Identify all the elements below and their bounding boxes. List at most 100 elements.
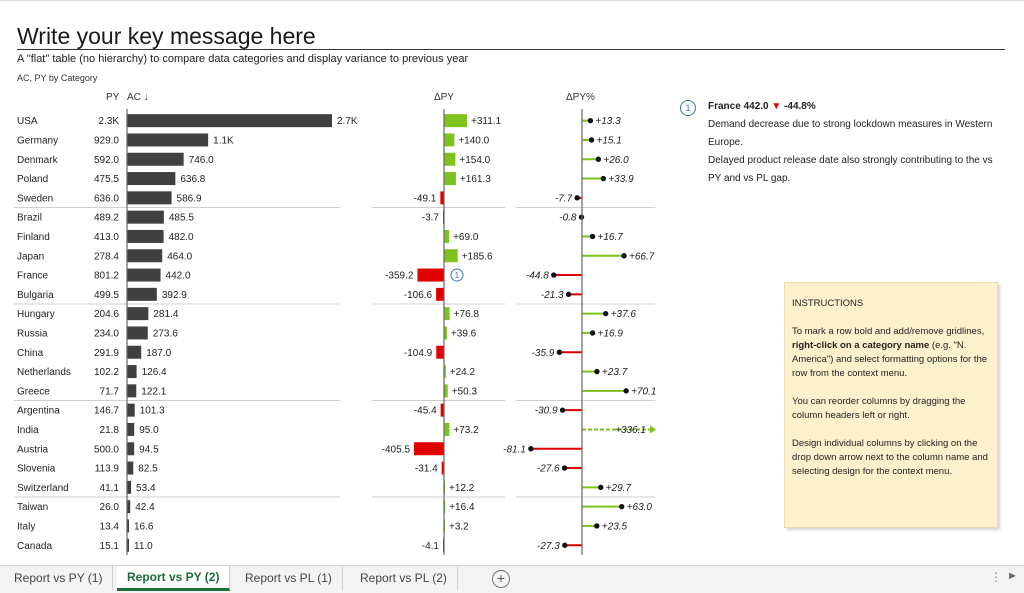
sheet-tab[interactable]: Report vs PL (2): [350, 566, 458, 590]
ac-value: 442.0: [166, 271, 191, 282]
category-label[interactable]: Sweden: [17, 193, 53, 204]
dpy-bar: [444, 500, 446, 514]
category-label[interactable]: Greece: [17, 386, 50, 397]
dpy-bar: [440, 403, 444, 417]
py-value: 278.4: [94, 251, 119, 262]
comment-box: 1 France 442.0 ▼ -44.8% Demand decrease …: [680, 98, 1000, 188]
ac-value: 485.5: [169, 213, 194, 224]
ac-bar: [127, 114, 332, 128]
dpy-bar: [444, 365, 446, 379]
ac-value: 16.6: [134, 521, 154, 532]
ac-value: 95.0: [139, 425, 159, 436]
dpy-bar: [444, 172, 456, 186]
dpypct-value: -44.8: [526, 271, 549, 282]
category-label[interactable]: Austria: [17, 444, 49, 455]
top-border: [0, 0, 1024, 1]
instructions-note: INSTRUCTIONS To mark a row bold and add/…: [784, 282, 998, 528]
ac-bar: [127, 287, 157, 301]
category-label[interactable]: Taiwan: [17, 502, 48, 513]
dpy-value: +50.3: [452, 386, 478, 397]
py-value: 500.0: [94, 444, 119, 455]
category-label[interactable]: Russia: [17, 328, 48, 339]
column-header-py[interactable]: PY: [106, 92, 120, 103]
py-value: 26.0: [100, 502, 120, 513]
sheet-tab-active[interactable]: Report vs PY (2): [117, 566, 231, 591]
dpypct-dot: [618, 503, 625, 510]
ac-value: 1.1K: [213, 135, 234, 146]
dpypct-value: -7.7: [555, 193, 573, 204]
dpy-bar: [444, 249, 458, 263]
py-value: 21.8: [100, 425, 120, 436]
comment-marker-icon: 1: [680, 100, 696, 116]
dpypct-value: +70.1: [631, 386, 656, 397]
category-label[interactable]: China: [17, 348, 44, 359]
category-label[interactable]: France: [17, 271, 49, 282]
comment-marker-icon: [450, 268, 464, 282]
py-value: 929.0: [94, 135, 119, 146]
category-label[interactable]: Japan: [17, 251, 44, 262]
dpypct-dot: [589, 233, 596, 240]
ac-bar: [127, 229, 164, 243]
category-label[interactable]: Bulgaria: [17, 290, 54, 301]
category-label[interactable]: Poland: [17, 174, 48, 185]
ac-bar: [127, 384, 137, 398]
category-label[interactable]: Italy: [17, 521, 35, 532]
category-label[interactable]: Netherlands: [17, 367, 71, 378]
ac-bar: [127, 326, 148, 340]
dpy-value: +154.0: [459, 155, 490, 166]
dpy-bar: [444, 152, 456, 166]
py-value: 204.6: [94, 309, 119, 320]
dpypct-value: +26.0: [603, 155, 629, 166]
dpy-value: +161.3: [460, 174, 491, 185]
ac-value: 281.4: [153, 309, 178, 320]
category-label[interactable]: Finland: [17, 232, 50, 243]
py-value: 801.2: [94, 271, 119, 282]
column-header-ac[interactable]: AC ↓: [127, 92, 149, 103]
dpy-value: -4.1: [422, 541, 440, 552]
ac-value: 53.4: [136, 483, 156, 494]
py-value: 15.1: [100, 541, 120, 552]
category-label[interactable]: Germany: [17, 135, 58, 146]
dpy-value: +39.6: [451, 328, 477, 339]
dpy-bar: [436, 287, 444, 301]
dpypct-dot: [574, 195, 580, 201]
category-label[interactable]: Argentina: [17, 406, 60, 417]
py-value: 499.5: [94, 290, 119, 301]
dpy-bar: [444, 307, 450, 321]
sheet-tab[interactable]: Report vs PL (1): [235, 566, 343, 590]
category-label[interactable]: India: [17, 425, 39, 436]
dpypct-dot: [528, 446, 534, 452]
category-label[interactable]: Slovenia: [17, 464, 56, 475]
dpy-bar: [417, 268, 444, 282]
ac-bar: [127, 538, 129, 552]
chart-caption: AC, PY by Category: [17, 73, 98, 83]
add-sheet-icon[interactable]: +: [492, 570, 510, 588]
dpypct-dot: [594, 523, 600, 529]
sheet-tab[interactable]: Report vs PY (1): [4, 566, 114, 590]
dpy-value: -49.1: [414, 193, 437, 204]
category-label[interactable]: Hungary: [17, 309, 55, 320]
column-header-dpy[interactable]: ΔPY: [434, 92, 455, 103]
dpy-bar: [436, 345, 444, 359]
dpypct-value: -21.3: [541, 290, 564, 301]
category-label[interactable]: USA: [17, 116, 38, 127]
instructions-text: (e.g. "N. America") and select formattin…: [792, 340, 988, 379]
py-value: 13.4: [100, 521, 120, 532]
dpypct-dot: [600, 175, 607, 182]
category-label[interactable]: Brazil: [17, 213, 42, 224]
py-value: 234.0: [94, 328, 119, 339]
category-label[interactable]: Canada: [17, 541, 52, 552]
py-value: 71.7: [100, 386, 120, 397]
dpypct-dot: [561, 465, 568, 471]
more-options-icon[interactable]: ⋮: [990, 570, 1002, 584]
dpypct-value: +66.7: [629, 251, 655, 262]
category-label[interactable]: Switzerland: [17, 483, 69, 494]
dpypct-value: +13.3: [595, 116, 621, 127]
dpy-value: +76.8: [454, 309, 480, 320]
dpypct-value: -27.3: [537, 541, 560, 552]
column-header-dpypct[interactable]: ΔPY%: [566, 92, 595, 103]
category-label[interactable]: Denmark: [17, 155, 59, 166]
scroll-right-icon[interactable]: ►: [1007, 570, 1018, 582]
py-value: 489.2: [94, 213, 119, 224]
ac-bar: [127, 172, 176, 186]
